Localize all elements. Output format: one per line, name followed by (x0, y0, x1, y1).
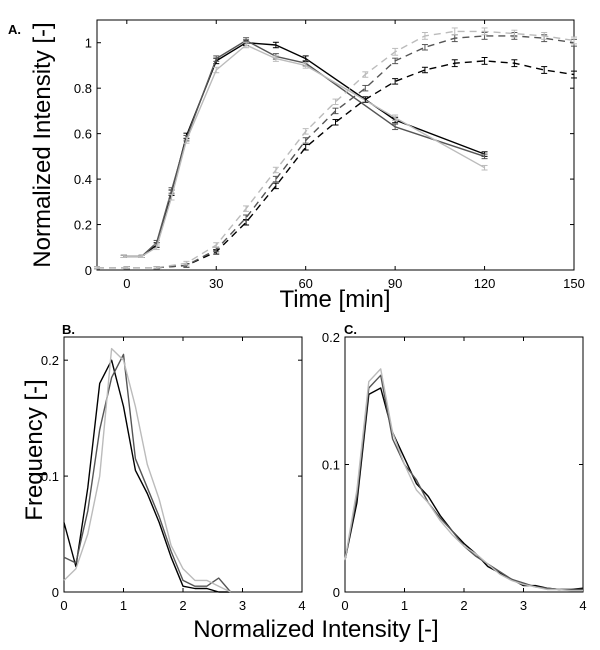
x-tick-label-b: 0 (60, 598, 67, 613)
x-tick-label-a: 120 (474, 276, 496, 291)
y-tick-label-b: 0.1 (41, 469, 59, 484)
x-tick-label-b: 2 (179, 598, 186, 613)
panel-a: A. 0 30 60 90 120 150 0 0.2 0.4 0.6 0.8 1 Normalized … (8, 19, 585, 313)
panel-label-b: B. (62, 322, 75, 337)
y-tick-label-a: 0.8 (74, 81, 92, 96)
shared-y-axis-title: Frequency [-] (21, 379, 48, 520)
x-tick-label-a: 150 (563, 276, 585, 291)
plot-frame-a (96, 19, 575, 271)
series-line-a-2 (123, 44, 485, 258)
x-tick-label-c: 4 (579, 598, 586, 613)
y-tick-label-b: 0.2 (41, 353, 59, 368)
series-line-b-2 (63, 347, 231, 593)
y-tick-label-c: 0.1 (322, 458, 340, 473)
x-axis-title-a: Time [min] (279, 286, 390, 313)
plot-frame-b (63, 336, 303, 593)
panel-label-c: C. (344, 322, 357, 337)
y-tick-label-a: 1 (85, 36, 92, 51)
panel-b: B. 0 1 2 3 4 0 0.1 0.2 (41, 322, 306, 613)
x-tick-label-a: 90 (388, 276, 402, 291)
series-line-a-4 (97, 35, 575, 269)
series-line-b-0 (63, 359, 231, 593)
x-tick-label-a: 0 (123, 276, 130, 291)
x-tick-label-c: 2 (460, 598, 467, 613)
series-line-c-0 (344, 387, 584, 591)
y-tick-label-a: 0 (85, 263, 92, 278)
x-tick-label-c: 0 (341, 598, 348, 613)
series-line-c-1 (344, 374, 583, 591)
x-tick-label-b: 1 (120, 598, 127, 613)
x-tick-label-c: 1 (401, 598, 408, 613)
x-tick-label-a: 30 (209, 276, 223, 291)
y-tick-label-a: 0.2 (74, 218, 92, 233)
x-tick-label-b: 3 (239, 598, 246, 613)
shared-x-axis-title: Normalized Intensity [-] (193, 616, 438, 643)
series-line-c-2 (344, 368, 583, 592)
y-axis-title-a: Normalized Intensity [-] (29, 22, 56, 267)
x-tick-label-a: 60 (298, 276, 312, 291)
panel-label-a: A. (8, 22, 21, 37)
y-tick-label-b: 0 (52, 585, 59, 600)
y-tick-label-c: 0.2 (322, 330, 340, 345)
x-tick-label-c: 3 (520, 598, 527, 613)
series-line-b-1 (63, 353, 232, 593)
y-tick-label-a: 0.4 (74, 172, 92, 187)
series-line-a-5 (97, 30, 575, 269)
series-line-a-3 (97, 60, 575, 269)
x-tick-label-b: 4 (298, 598, 305, 613)
y-tick-label-c: 0 (333, 585, 340, 600)
y-tick-label-a: 0.6 (74, 127, 92, 142)
panel-c: C. 0 1 2 3 4 0 0.1 0.2 (322, 322, 587, 613)
